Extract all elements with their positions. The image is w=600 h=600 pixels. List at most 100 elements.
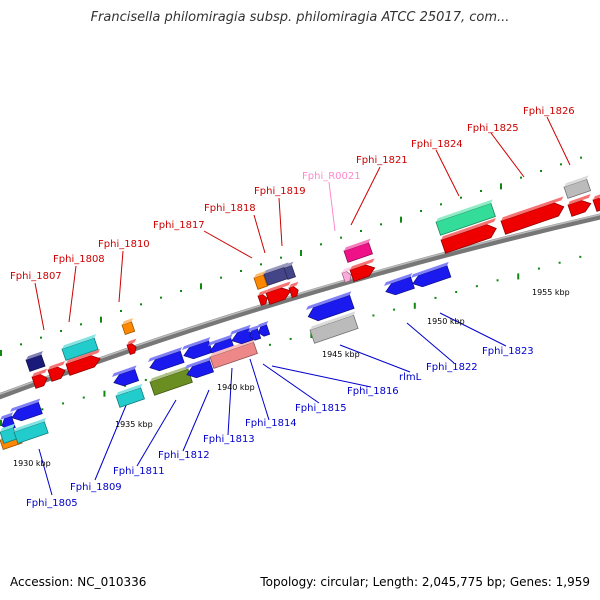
gene-arrow[interactable] [13, 417, 51, 444]
gene-arrow[interactable] [305, 291, 357, 323]
track-tick [400, 216, 402, 223]
gene-arrow[interactable] [111, 365, 141, 388]
track-tick [140, 303, 142, 306]
gene-label[interactable]: Fphi_1809 [70, 482, 122, 493]
track-tick [180, 290, 182, 292]
gene-features [0, 175, 600, 450]
track-tick [82, 396, 85, 399]
gene-arrow[interactable] [65, 349, 105, 376]
gene-arrow[interactable] [147, 347, 187, 373]
track-tick [496, 279, 499, 282]
gene-label[interactable]: Fphi_1815 [295, 403, 347, 414]
gene-label[interactable]: Fphi_1824 [411, 139, 463, 150]
gene-arrow[interactable] [9, 398, 45, 423]
gene-arrow[interactable] [592, 192, 600, 212]
gene-arrow[interactable] [500, 196, 569, 235]
gene-label[interactable]: Fphi_1805 [26, 498, 78, 509]
summary-text: Topology: circular; Length: 2,045,775 bp… [260, 575, 590, 589]
gene-label[interactable]: Fphi_1813 [203, 434, 255, 445]
gene-arrow[interactable] [253, 270, 270, 290]
track-tick [220, 276, 222, 279]
track-tick [480, 190, 482, 192]
gene-arrow[interactable] [410, 261, 454, 289]
scale-label: 1950 kbp [427, 317, 465, 326]
gene-arrow[interactable] [567, 194, 596, 217]
gene-label[interactable]: Fphi_1822 [426, 362, 478, 373]
gene-arrow[interactable] [181, 337, 215, 361]
track-tick [320, 243, 322, 246]
gene-label[interactable]: Fphi_1826 [523, 106, 575, 117]
track-tick [460, 196, 462, 199]
gene-arrow[interactable] [349, 258, 379, 282]
track-tick [434, 296, 437, 299]
track-tick [393, 308, 396, 311]
gene-arrow[interactable] [149, 365, 195, 396]
track-tick [260, 263, 262, 266]
gene-arrow[interactable] [343, 238, 375, 263]
track-tick [520, 176, 522, 179]
gene-arrow[interactable] [121, 317, 138, 335]
gene-label[interactable]: Fphi_1818 [204, 203, 256, 214]
gene-label[interactable]: Fphi_1823 [482, 346, 534, 357]
forward-gene-labels: Fphi_1807 Fphi_1808 Fphi_1810 Fphi_1817 … [10, 106, 575, 282]
gene-arrow[interactable] [257, 289, 272, 306]
track-tick [372, 314, 375, 317]
gene-arrow[interactable] [256, 320, 273, 338]
gene-arrow[interactable] [383, 273, 417, 297]
track-tick [124, 384, 127, 387]
track-tick [455, 291, 458, 294]
gene-label[interactable]: Fphi_1811 [113, 466, 165, 477]
track-tick [420, 210, 422, 212]
gene-label[interactable]: Fphi_1819 [254, 186, 306, 197]
gene-label[interactable]: Fphi_1817 [153, 220, 205, 231]
track-tick [580, 156, 582, 159]
gene-label[interactable]: Fphi_1812 [158, 450, 210, 461]
track-tick [340, 236, 342, 239]
gene-arrow[interactable] [247, 324, 264, 342]
gene-label[interactable]: Fphi_1808 [53, 254, 105, 265]
track-tick [500, 183, 502, 190]
track-tick [41, 408, 44, 411]
track-tick [579, 255, 582, 258]
gene-arrow[interactable] [126, 338, 141, 355]
gene-arrow[interactable] [440, 218, 501, 254]
gene-arrow[interactable] [288, 281, 303, 298]
track-tick [40, 336, 42, 339]
track-tick [540, 170, 542, 172]
track-tick [0, 420, 2, 426]
gene-arrow[interactable] [25, 351, 48, 372]
gene-label[interactable]: Fphi_1825 [467, 123, 519, 134]
scale-labels: 1930 kbp 1935 kbp 1940 kbp 1945 kbp 1950… [13, 288, 570, 468]
gene-label[interactable]: Fphi_R0021 [302, 171, 361, 182]
gene-label[interactable]: Fphi_1816 [347, 386, 399, 397]
scale-label: 1930 kbp [13, 459, 51, 468]
gene-arrow[interactable] [115, 383, 147, 408]
gene-arrow[interactable] [309, 311, 361, 344]
gene-arrow[interactable] [563, 175, 593, 199]
track-tick [289, 337, 292, 340]
track-tick [62, 402, 65, 405]
scale-label: 1945 kbp [322, 350, 360, 359]
gene-arrow[interactable] [229, 324, 256, 347]
gene-label[interactable]: Fphi_1814 [245, 418, 297, 429]
track-tick [120, 310, 122, 312]
rna-gene-labels: Fphi_R0021 [302, 171, 361, 182]
map-title: Francisella philomiragia subsp. philomir… [90, 10, 510, 25]
gene-arrow[interactable] [184, 356, 216, 381]
track-tick [200, 283, 202, 290]
gene-label[interactable]: Fphi_1810 [98, 239, 150, 250]
genome-backbone [0, 213, 600, 400]
gene-arrow[interactable] [61, 334, 101, 361]
gene-label[interactable]: Fphi_1807 [10, 271, 62, 282]
gene-arrow[interactable] [341, 266, 356, 283]
gene-arrow[interactable] [283, 261, 298, 280]
gene-label[interactable]: Fphi_1821 [356, 155, 408, 166]
gene-arrow[interactable] [265, 281, 295, 305]
gene-label[interactable]: rlmL [399, 372, 422, 383]
gene-arrow[interactable] [47, 361, 70, 382]
gene-arrow[interactable] [31, 368, 52, 389]
track-tick [537, 267, 540, 270]
track-tick [558, 261, 561, 264]
gene-arrow[interactable] [435, 199, 498, 236]
